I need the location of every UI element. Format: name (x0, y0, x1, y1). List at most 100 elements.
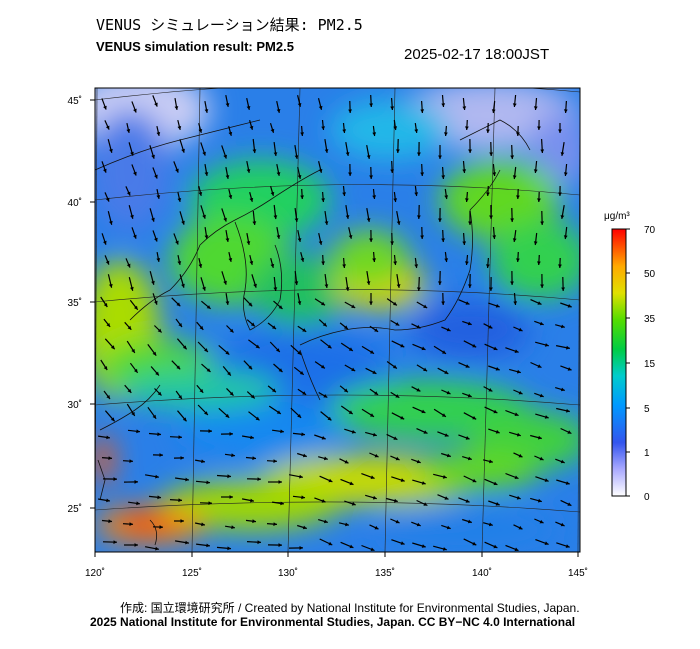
wind-arrow (558, 185, 562, 197)
wind-arrow (462, 320, 472, 326)
wind-arrow (516, 251, 520, 263)
wind-arrow (174, 519, 184, 523)
wind-arrow (273, 276, 278, 292)
wind-arrow (276, 226, 281, 240)
wind-arrow (414, 185, 419, 197)
wind-arrow (510, 144, 515, 160)
colorbar-tick-label: 70 (644, 225, 656, 236)
wind-arrow (365, 494, 377, 500)
wind-arrow (441, 292, 445, 306)
wind-arrow (266, 459, 278, 463)
wind-arrow (150, 366, 160, 376)
wind-arrow (246, 391, 256, 399)
wind-arrow (252, 138, 257, 154)
wind-arrow (556, 479, 570, 485)
wind-arrow (179, 211, 185, 225)
wind-arrow (321, 119, 325, 131)
wind-arrow (393, 119, 398, 131)
wind-arrow (318, 456, 328, 461)
wind-arrow (104, 192, 110, 202)
wind-arrow (444, 125, 448, 137)
wind-arrow (197, 341, 209, 353)
wind-arrow (441, 326, 451, 332)
wind-arrow (345, 141, 350, 157)
wind-arrow (218, 407, 230, 419)
wind-arrow (560, 365, 572, 371)
wind-arrow (417, 204, 421, 220)
lon-tick-label: 145˚ (568, 567, 588, 579)
wind-arrow (414, 257, 419, 269)
wind-arrow (102, 477, 118, 481)
wind-arrow (126, 403, 136, 417)
wind-arrow (535, 341, 549, 347)
wind-arrow (465, 254, 469, 266)
wind-arrow (369, 94, 373, 108)
wind-arrow (144, 546, 160, 551)
wind-vectors (97, 94, 572, 552)
wind-arrow (512, 166, 517, 180)
wind-arrow (441, 166, 446, 180)
wind-arrow (128, 277, 134, 291)
wind-arrow (201, 363, 211, 373)
wind-arrow (444, 188, 449, 200)
wind-arrow (533, 97, 538, 111)
wind-arrow (505, 409, 519, 417)
wind-arrow (513, 524, 523, 530)
wind-arrow (411, 521, 421, 527)
colorbar-tick-label: 1 (644, 448, 650, 459)
wind-arrow (530, 434, 542, 440)
wind-arrow (486, 185, 490, 197)
wind-arrow (468, 138, 472, 154)
wind-arrow (149, 145, 155, 159)
wind-arrow (463, 340, 477, 348)
wind-arrow (176, 338, 188, 350)
wind-arrow (101, 456, 113, 460)
wind-arrow (225, 525, 235, 530)
wind-arrow (319, 475, 333, 483)
wind-arrow (393, 191, 398, 203)
wind-arrow (152, 95, 158, 107)
wind-arrow (268, 405, 282, 415)
wind-arrow (273, 300, 283, 310)
wind-arrow (540, 210, 544, 226)
wind-arrow (390, 391, 400, 399)
wind-arrow (462, 160, 467, 174)
wind-arrow (175, 390, 183, 400)
wind-arrow (175, 540, 189, 545)
wind-arrow (103, 318, 111, 328)
wind-arrow (339, 458, 349, 464)
wind-arrow (221, 495, 233, 499)
wind-arrow (147, 406, 157, 420)
lat-tick-label: 25˚ (68, 503, 82, 515)
license-line: 2025 National Institute for Environmenta… (90, 615, 576, 629)
wind-arrow (438, 145, 442, 159)
wind-arrow (297, 229, 302, 243)
wind-arrow (537, 254, 541, 266)
wind-arrow (465, 119, 469, 131)
wind-arrow (102, 540, 118, 544)
wind-arrow (339, 385, 349, 393)
wind-arrow (249, 120, 254, 130)
wind-arrow (124, 384, 132, 394)
lat-tick-label: 30˚ (68, 399, 82, 411)
wind-arrow (218, 344, 230, 356)
wind-arrow (361, 473, 375, 479)
wind-arrow (533, 160, 538, 174)
wind-arrow (122, 522, 134, 526)
wind-arrow (509, 368, 521, 374)
wind-arrow (386, 433, 398, 441)
wind-arrow (344, 428, 356, 434)
wind-arrow (420, 163, 425, 177)
wind-arrow (123, 480, 139, 484)
wind-arrow (225, 293, 230, 305)
wind-arrow (433, 545, 447, 551)
wind-arrow (300, 125, 304, 137)
wind-arrow (563, 226, 568, 240)
wind-arrow (175, 318, 183, 328)
wind-arrow (198, 123, 203, 133)
wind-arrow (154, 388, 162, 396)
wind-arrow (463, 538, 477, 546)
wind-arrow (100, 359, 108, 371)
wind-arrow (372, 125, 377, 137)
wind-arrow (441, 389, 451, 395)
